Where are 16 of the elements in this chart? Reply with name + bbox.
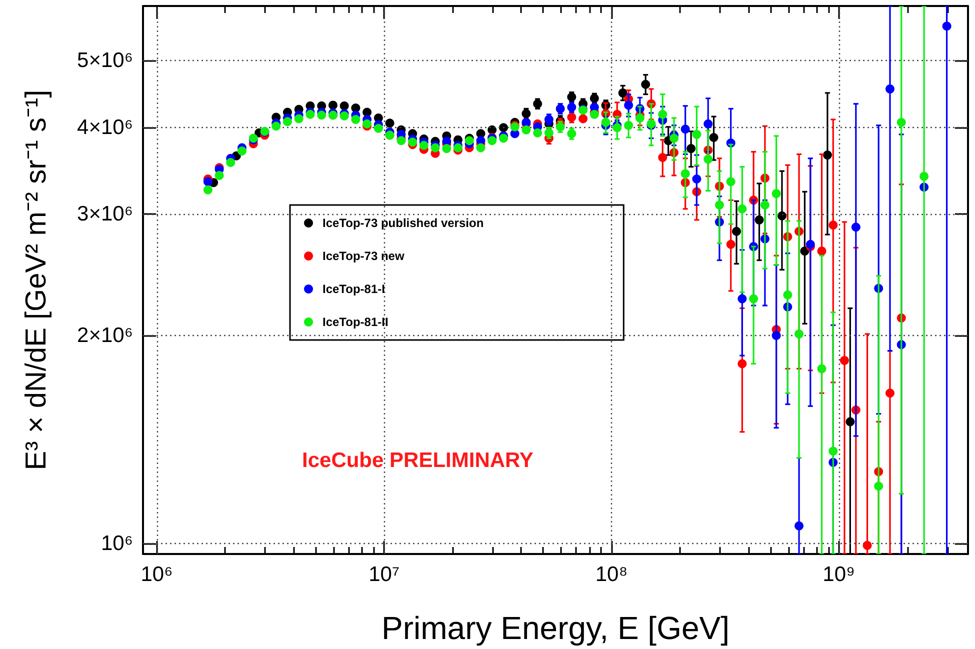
x-tick-label: 10⁶ [140, 563, 173, 586]
x-axis-title: Primary Energy, E [GeV] [382, 610, 730, 646]
y-tick-label: 5×10⁶ [77, 49, 133, 72]
y-tick-label: 4×10⁶ [77, 116, 133, 140]
y-tick-label: 3×10⁶ [77, 202, 133, 226]
x-tick-label: 10⁷ [368, 563, 400, 586]
y-tick-label: 2×10⁶ [77, 324, 133, 347]
legend-label: IceTop-73 published version [322, 216, 484, 230]
legend-label: IceTop-73 new [322, 249, 405, 263]
y-axis-title: E³ × dN/dE [GeV² m⁻² sr⁻¹ s⁻¹] [20, 90, 52, 470]
annotation: IceCube PRELIMINARY [302, 449, 534, 472]
y-tick-label: 10⁶ [100, 532, 133, 555]
legend-label: IceTop-81-II [322, 315, 388, 329]
x-tick-label: 10⁸ [595, 563, 628, 586]
x-tick-label: 10⁹ [822, 563, 855, 586]
legend-label: IceTop-81-I [322, 282, 385, 296]
